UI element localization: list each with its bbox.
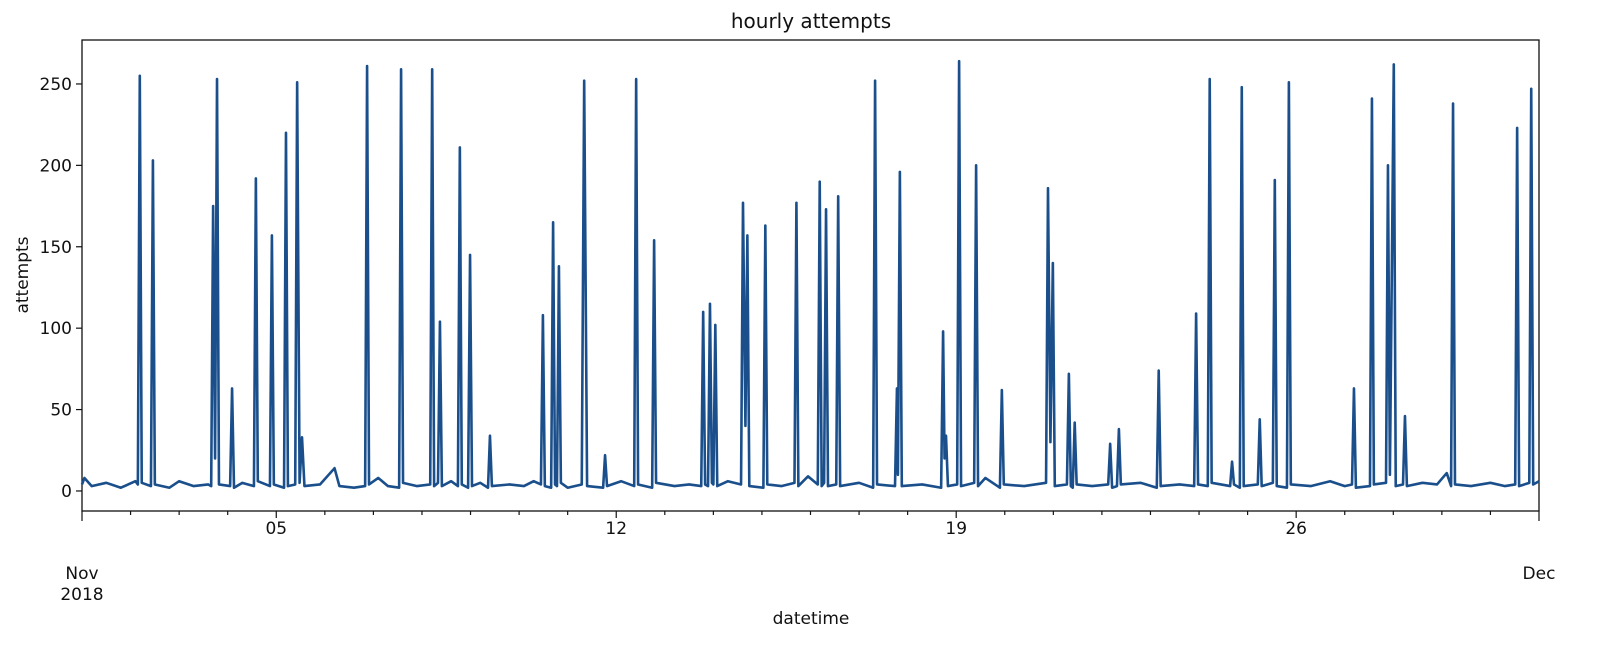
y-tick-label: 100 bbox=[40, 319, 72, 339]
y-axis-label: attempts bbox=[13, 236, 33, 313]
chart-title: hourly attempts bbox=[731, 9, 891, 33]
y-tick-label: 200 bbox=[40, 156, 72, 176]
x-tick-label: Nov 2018 bbox=[60, 564, 103, 605]
y-tick-label: 0 bbox=[61, 482, 72, 502]
x-axis-label: datetime bbox=[773, 609, 850, 629]
x-tick-label: 26 bbox=[1285, 519, 1307, 539]
x-tick-label: 05 bbox=[265, 519, 287, 539]
x-tick-label: 19 bbox=[945, 519, 967, 539]
y-tick-label: 150 bbox=[40, 238, 72, 258]
x-tick-label: Dec bbox=[1523, 564, 1556, 584]
x-tick-label: 12 bbox=[605, 519, 627, 539]
data-line bbox=[80, 59, 1540, 490]
y-tick-label: 50 bbox=[50, 401, 72, 421]
y-tick-label: 250 bbox=[40, 75, 72, 95]
